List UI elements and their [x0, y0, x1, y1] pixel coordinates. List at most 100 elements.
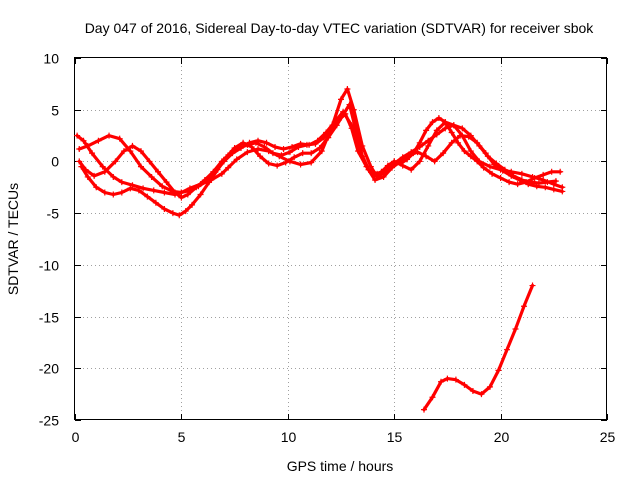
data-point	[450, 122, 457, 129]
data-point	[76, 146, 83, 153]
data-point	[231, 144, 238, 151]
data-point	[529, 282, 536, 289]
data-point	[323, 129, 330, 136]
data-point	[548, 168, 555, 175]
data-point	[467, 153, 474, 160]
series-line	[79, 102, 562, 217]
data-point	[84, 142, 91, 149]
data-point	[506, 179, 513, 186]
data-point	[280, 146, 287, 153]
series-layer	[74, 86, 566, 413]
data-point	[240, 139, 247, 146]
data-point	[331, 119, 338, 126]
data-point	[557, 168, 564, 175]
data-point	[93, 184, 100, 191]
y-tick-label: 10	[43, 51, 59, 67]
data-point	[484, 153, 491, 160]
data-point	[101, 168, 108, 175]
data-point	[248, 143, 255, 150]
data-point	[429, 119, 436, 126]
data-point	[433, 131, 440, 138]
data-point	[308, 159, 315, 166]
data-point	[129, 142, 136, 149]
data-point	[306, 141, 313, 148]
data-point	[291, 154, 298, 161]
data-point	[440, 150, 447, 157]
data-point	[559, 188, 566, 195]
data-point	[325, 134, 332, 141]
data-point	[489, 170, 496, 177]
data-point	[261, 143, 268, 150]
data-point	[116, 135, 123, 142]
y-tick-label: -15	[39, 310, 59, 326]
data-point	[442, 119, 449, 126]
data-point	[382, 166, 389, 173]
x-axis-label: GPS time / hours	[287, 458, 394, 474]
data-point	[497, 174, 504, 181]
data-point	[318, 148, 325, 155]
data-point	[333, 122, 340, 129]
data-point	[442, 125, 449, 132]
data-point	[76, 158, 83, 165]
data-point	[459, 125, 466, 132]
y-tick-label: -5	[47, 206, 60, 222]
data-point	[495, 367, 502, 374]
series-track-4	[76, 108, 559, 196]
x-tick-label: 15	[387, 429, 403, 445]
data-point	[486, 383, 493, 390]
data-point	[269, 150, 276, 157]
data-point	[140, 185, 147, 192]
data-point	[429, 394, 436, 401]
plot-frame	[74, 57, 607, 420]
data-point	[195, 183, 202, 190]
data-point	[461, 381, 468, 388]
data-point	[503, 346, 510, 353]
series-track-3	[78, 101, 564, 219]
series-track-2	[76, 110, 566, 201]
data-point	[146, 158, 153, 165]
grid	[75, 58, 607, 420]
data-point	[237, 144, 244, 151]
data-point	[135, 187, 142, 194]
data-point	[346, 101, 353, 108]
data-point	[148, 173, 155, 180]
y-tick-label: -25	[39, 413, 59, 429]
data-point	[154, 168, 161, 175]
data-point	[159, 183, 166, 190]
data-point	[186, 187, 193, 194]
data-point	[297, 161, 304, 168]
data-point	[550, 186, 557, 193]
data-point	[255, 146, 262, 153]
data-point	[521, 303, 528, 310]
data-point	[225, 164, 232, 171]
data-point	[246, 139, 253, 146]
x-tick-label: 10	[281, 429, 297, 445]
series-line	[77, 110, 558, 195]
data-point	[357, 148, 364, 155]
data-point	[474, 158, 481, 165]
data-point	[435, 114, 442, 121]
data-point	[80, 137, 87, 144]
data-point	[423, 127, 430, 134]
data-point	[478, 391, 485, 398]
data-point	[531, 174, 538, 181]
data-point	[112, 158, 119, 165]
data-point	[118, 189, 125, 196]
data-point	[480, 164, 487, 171]
data-point	[95, 137, 102, 144]
data-point	[552, 178, 559, 185]
data-point	[244, 149, 251, 156]
data-point	[137, 148, 144, 155]
data-point	[452, 376, 459, 383]
data-point	[455, 139, 462, 146]
data-point	[99, 163, 106, 170]
data-point	[344, 86, 351, 93]
data-point	[265, 160, 272, 167]
data-point	[467, 148, 474, 155]
y-tick-label: -20	[39, 361, 59, 377]
data-point	[233, 156, 240, 163]
data-point	[518, 170, 525, 177]
data-point	[297, 140, 304, 147]
data-point	[274, 162, 281, 169]
